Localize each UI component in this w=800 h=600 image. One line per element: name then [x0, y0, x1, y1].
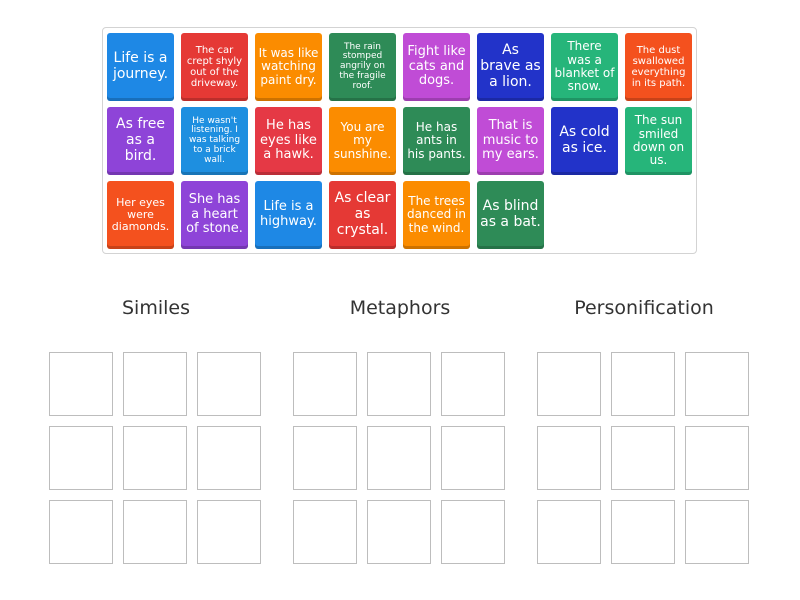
category-title-metaphors: Metaphors — [349, 297, 451, 319]
draggable-card[interactable]: The sun smiled down on us. — [625, 107, 692, 175]
draggable-card[interactable]: The car crept shyly out of the driveway. — [181, 33, 248, 101]
draggable-card[interactable]: He wasn't listening. I was talking to a … — [181, 107, 248, 175]
draggable-card[interactable]: Her eyes were diamonds. — [107, 181, 174, 249]
draggable-card[interactable]: That is music to my ears. — [477, 107, 544, 175]
drop-slot-similes[interactable] — [197, 352, 261, 416]
drop-slot-metaphors[interactable] — [293, 352, 357, 416]
drop-slot-metaphors[interactable] — [441, 426, 505, 490]
card-tray: Life is a journey. The car crept shyly ou… — [102, 27, 697, 254]
draggable-card[interactable]: Fight like cats and dogs. — [403, 33, 470, 101]
drop-slot-similes[interactable] — [197, 500, 261, 564]
drop-slot-metaphors[interactable] — [367, 426, 431, 490]
drop-slot-personification[interactable] — [685, 426, 749, 490]
draggable-card[interactable]: Life is a journey. — [107, 33, 174, 101]
drop-slot-metaphors[interactable] — [367, 500, 431, 564]
drop-slot-similes[interactable] — [197, 426, 261, 490]
drop-slot-metaphors[interactable] — [293, 426, 357, 490]
drop-slot-similes[interactable] — [49, 352, 113, 416]
drop-slot-metaphors[interactable] — [441, 352, 505, 416]
drop-slot-personification[interactable] — [685, 500, 749, 564]
draggable-card[interactable]: You are my sunshine. — [329, 107, 396, 175]
draggable-card[interactable]: The trees danced in the wind. — [403, 181, 470, 249]
draggable-card[interactable]: As clear as crystal. — [329, 181, 396, 249]
drop-slot-similes[interactable] — [123, 426, 187, 490]
drop-slot-metaphors[interactable] — [293, 500, 357, 564]
draggable-card[interactable]: She has a heart of stone. — [181, 181, 248, 249]
drop-slot-similes[interactable] — [123, 500, 187, 564]
draggable-card[interactable]: It was like watching paint dry. — [255, 33, 322, 101]
drop-slot-personification[interactable] — [611, 426, 675, 490]
drop-slot-personification[interactable] — [685, 352, 749, 416]
draggable-card[interactable]: He has ants in his pants. — [403, 107, 470, 175]
draggable-card[interactable]: The dust swallowed everything in its pat… — [625, 33, 692, 101]
drop-slot-similes[interactable] — [123, 352, 187, 416]
category-title-similes: Similes — [122, 297, 190, 319]
drop-slot-personification[interactable] — [611, 352, 675, 416]
draggable-card[interactable]: As cold as ice. — [551, 107, 618, 175]
drop-slot-metaphors[interactable] — [441, 500, 505, 564]
drop-slot-personification[interactable] — [537, 352, 601, 416]
drop-slot-metaphors[interactable] — [367, 352, 431, 416]
draggable-card[interactable]: As blind as a bat. — [477, 181, 544, 249]
draggable-card[interactable]: As free as a bird. — [107, 107, 174, 175]
category-title-personification: Personification — [574, 297, 714, 319]
draggable-card[interactable]: As brave as a lion. — [477, 33, 544, 101]
draggable-card[interactable]: He has eyes like a hawk. — [255, 107, 322, 175]
drop-slot-similes[interactable] — [49, 426, 113, 490]
draggable-card[interactable]: Life is a highway. — [255, 181, 322, 249]
draggable-card[interactable]: There was a blanket of snow. — [551, 33, 618, 101]
draggable-card[interactable]: The rain stomped angrily on the fragile … — [329, 33, 396, 101]
drop-slot-personification[interactable] — [537, 426, 601, 490]
drop-slot-similes[interactable] — [49, 500, 113, 564]
drop-slot-personification[interactable] — [537, 500, 601, 564]
drop-slot-personification[interactable] — [611, 500, 675, 564]
